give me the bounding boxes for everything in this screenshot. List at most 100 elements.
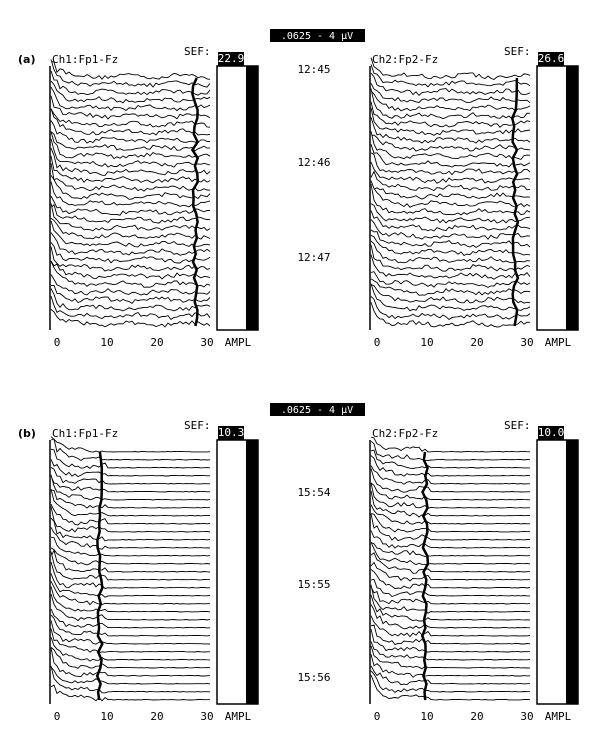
- trace: [50, 59, 211, 88]
- scale-label: .0625 - 4 μV: [281, 405, 353, 416]
- trace: [50, 581, 210, 606]
- trace: [370, 530, 531, 549]
- trace: [370, 296, 531, 320]
- trace: [370, 541, 531, 566]
- trace: [370, 210, 531, 232]
- trace: [50, 120, 211, 144]
- trace: [370, 183, 531, 216]
- trace: [370, 271, 531, 288]
- trace: [50, 438, 211, 462]
- trace: [370, 180, 531, 208]
- trace: [50, 131, 211, 160]
- trace: [50, 620, 211, 645]
- sef-line: [510, 77, 520, 327]
- trace: [370, 229, 531, 248]
- trace: [370, 569, 531, 590]
- trace: [50, 608, 211, 629]
- ampl-fill: [246, 66, 258, 330]
- sef-label: SEF:: [184, 45, 211, 58]
- trace: [50, 628, 210, 654]
- channel-name: Ch1:Fp1-Fz: [52, 427, 118, 440]
- trace: [50, 285, 211, 305]
- scale-box: [270, 403, 365, 416]
- trace-fill: [371, 302, 530, 332]
- sef-label: SEF:: [504, 45, 531, 58]
- trace: [370, 482, 531, 501]
- trace: [370, 482, 530, 509]
- trace: [370, 107, 531, 136]
- x-tick-label: 0: [54, 710, 61, 723]
- ampl-fill: [566, 66, 578, 330]
- trace: [50, 147, 211, 176]
- trace: [50, 527, 211, 550]
- sef-value: 10.3: [218, 426, 245, 439]
- trace: [50, 203, 211, 224]
- time-label: 15:54: [297, 486, 330, 499]
- trace: [50, 232, 211, 256]
- trace: [50, 242, 211, 264]
- trace: [50, 593, 211, 622]
- x-tick-label: 0: [374, 336, 381, 349]
- sef-label: SEF:: [184, 419, 211, 432]
- trace: [50, 549, 211, 573]
- trace: [370, 455, 531, 477]
- trace: [370, 594, 531, 622]
- trace: [50, 309, 211, 328]
- ampl-label: AMPL: [545, 710, 572, 723]
- trace: [370, 628, 531, 653]
- channel-name: Ch2:Fp2-Fz: [372, 53, 438, 66]
- trace: [370, 82, 531, 104]
- sef-box: [218, 426, 244, 440]
- sef-line: [420, 451, 430, 701]
- trace-fill: [51, 309, 210, 332]
- trace: [50, 506, 211, 533]
- trace-fill: [51, 685, 210, 706]
- trace: [370, 645, 531, 670]
- channel-name: Ch1:Fp1-Fz: [52, 53, 118, 66]
- trace: [370, 586, 531, 605]
- x-tick-label: 0: [374, 710, 381, 723]
- trace: [370, 665, 531, 686]
- trace: [50, 80, 211, 104]
- sef-box: [218, 52, 244, 66]
- x-tick-label: 20: [470, 710, 483, 723]
- trace: [50, 86, 211, 112]
- trace: [50, 647, 211, 677]
- sef-box: [538, 52, 564, 66]
- trace: [50, 288, 211, 312]
- x-tick-label: 20: [150, 336, 163, 349]
- x-tick-label: 30: [520, 336, 533, 349]
- trace: [370, 284, 531, 304]
- trace: [50, 475, 211, 493]
- trace: [370, 72, 531, 97]
- trace: [370, 244, 531, 272]
- trace: [50, 488, 211, 517]
- scale-box: [270, 29, 365, 42]
- time-label: 12:47: [297, 251, 330, 264]
- trace: [50, 175, 211, 200]
- trace: [370, 134, 531, 152]
- trace: [50, 647, 211, 669]
- trace-fill: [51, 665, 210, 706]
- trace: [50, 181, 211, 208]
- trace: [370, 440, 531, 462]
- x-tick-label: 30: [200, 336, 213, 349]
- trace: [370, 468, 531, 493]
- trace: [370, 88, 531, 120]
- trace: [370, 57, 531, 81]
- trace: [370, 670, 531, 693]
- trace: [50, 295, 211, 321]
- trace: [370, 130, 531, 160]
- trace: [50, 260, 211, 280]
- ampl-label: AMPL: [225, 336, 252, 349]
- trace: [370, 624, 531, 646]
- x-tick-label: 30: [200, 710, 213, 723]
- trace: [50, 108, 211, 128]
- trace: [370, 101, 531, 128]
- trace: [50, 220, 211, 248]
- x-tick-label: 20: [150, 710, 163, 723]
- trace-fill: [51, 296, 210, 332]
- trace: [370, 161, 531, 184]
- trace: [50, 195, 210, 216]
